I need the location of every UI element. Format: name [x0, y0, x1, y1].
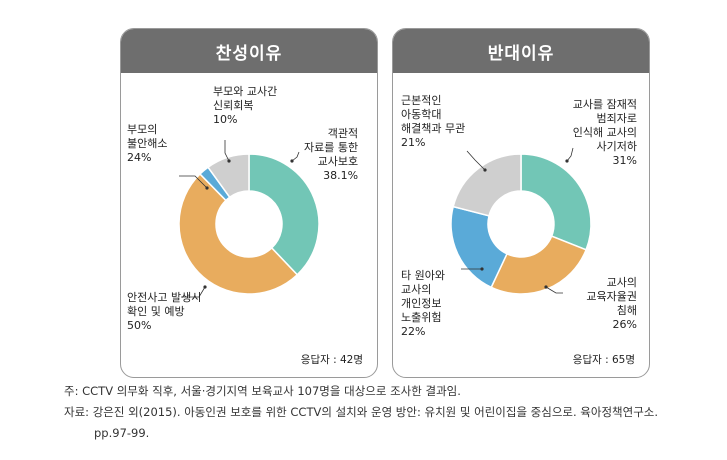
leader-dot [205, 186, 209, 190]
slice-label: 부모와 교사간 신뢰회복 10% [213, 85, 278, 126]
slice-label: 근본적인 아동학대 해결책과 무관 21% [401, 94, 466, 149]
panel-title: 반대이유 [393, 29, 649, 73]
donut-slice [520, 153, 592, 251]
donut-slice [490, 235, 588, 295]
panel-title: 찬성이유 [121, 29, 377, 73]
leader-dot [227, 159, 231, 163]
donut-slice [248, 153, 320, 276]
respondents-count: 응답자 : 42명 [300, 354, 363, 366]
donut-slice [178, 172, 299, 295]
slice-label: 타 원아와 교사의 개인정보 노출위험 22% [401, 269, 445, 338]
chart-panel-oppose: 반대이유 교사를 잠재적 범죄자로 인식해 교사의 사기저하 31% 교사의 교… [392, 28, 650, 378]
leader-dot [565, 159, 569, 163]
leader-line [224, 140, 230, 162]
leader-line [466, 150, 486, 171]
leader-line [181, 286, 206, 298]
leader-line [179, 175, 208, 189]
slice-label: 객관적 자료를 통한 교사보호 38.1% [304, 127, 359, 182]
respondents-count: 응답자 : 65명 [572, 354, 635, 366]
slice-label: 교사의 교육자율권 침해 26% [586, 276, 637, 331]
donut-chart-approve [178, 140, 320, 298]
leader-dot [544, 285, 548, 289]
slice-label: 부모의 불안해소 24% [127, 123, 168, 164]
leader-dot [203, 285, 207, 289]
leader-dot [480, 267, 484, 271]
leader-line [545, 286, 563, 294]
donut-slice [206, 153, 250, 199]
leader-line [566, 147, 574, 162]
note-text: 주: CCTV 의무화 직후, 서울·경기지역 보육교사 107명을 대상으로 … [64, 384, 461, 398]
source-pages: pp.97-99. [94, 426, 150, 440]
leader-dot [290, 159, 294, 163]
source-text: 자료: 강은진 외(2015). 아동인권 보호를 위한 CCTV의 설치와 운… [64, 405, 659, 419]
slice-label: 안전사고 발생시 확인 및 예방 50% [127, 291, 202, 332]
slice-label: 교사를 잠재적 범죄자로 인식해 교사의 사기저하 31% [572, 98, 637, 167]
chart-panel-approve: 찬성이유 객관적 자료를 통한 교사보호 38.1% 안전사고 발생시 확인 및… [120, 28, 378, 378]
donut-chart-oppose [450, 147, 592, 295]
leader-line [291, 151, 300, 162]
donut-slice [452, 153, 522, 217]
leader-dot [483, 168, 487, 172]
